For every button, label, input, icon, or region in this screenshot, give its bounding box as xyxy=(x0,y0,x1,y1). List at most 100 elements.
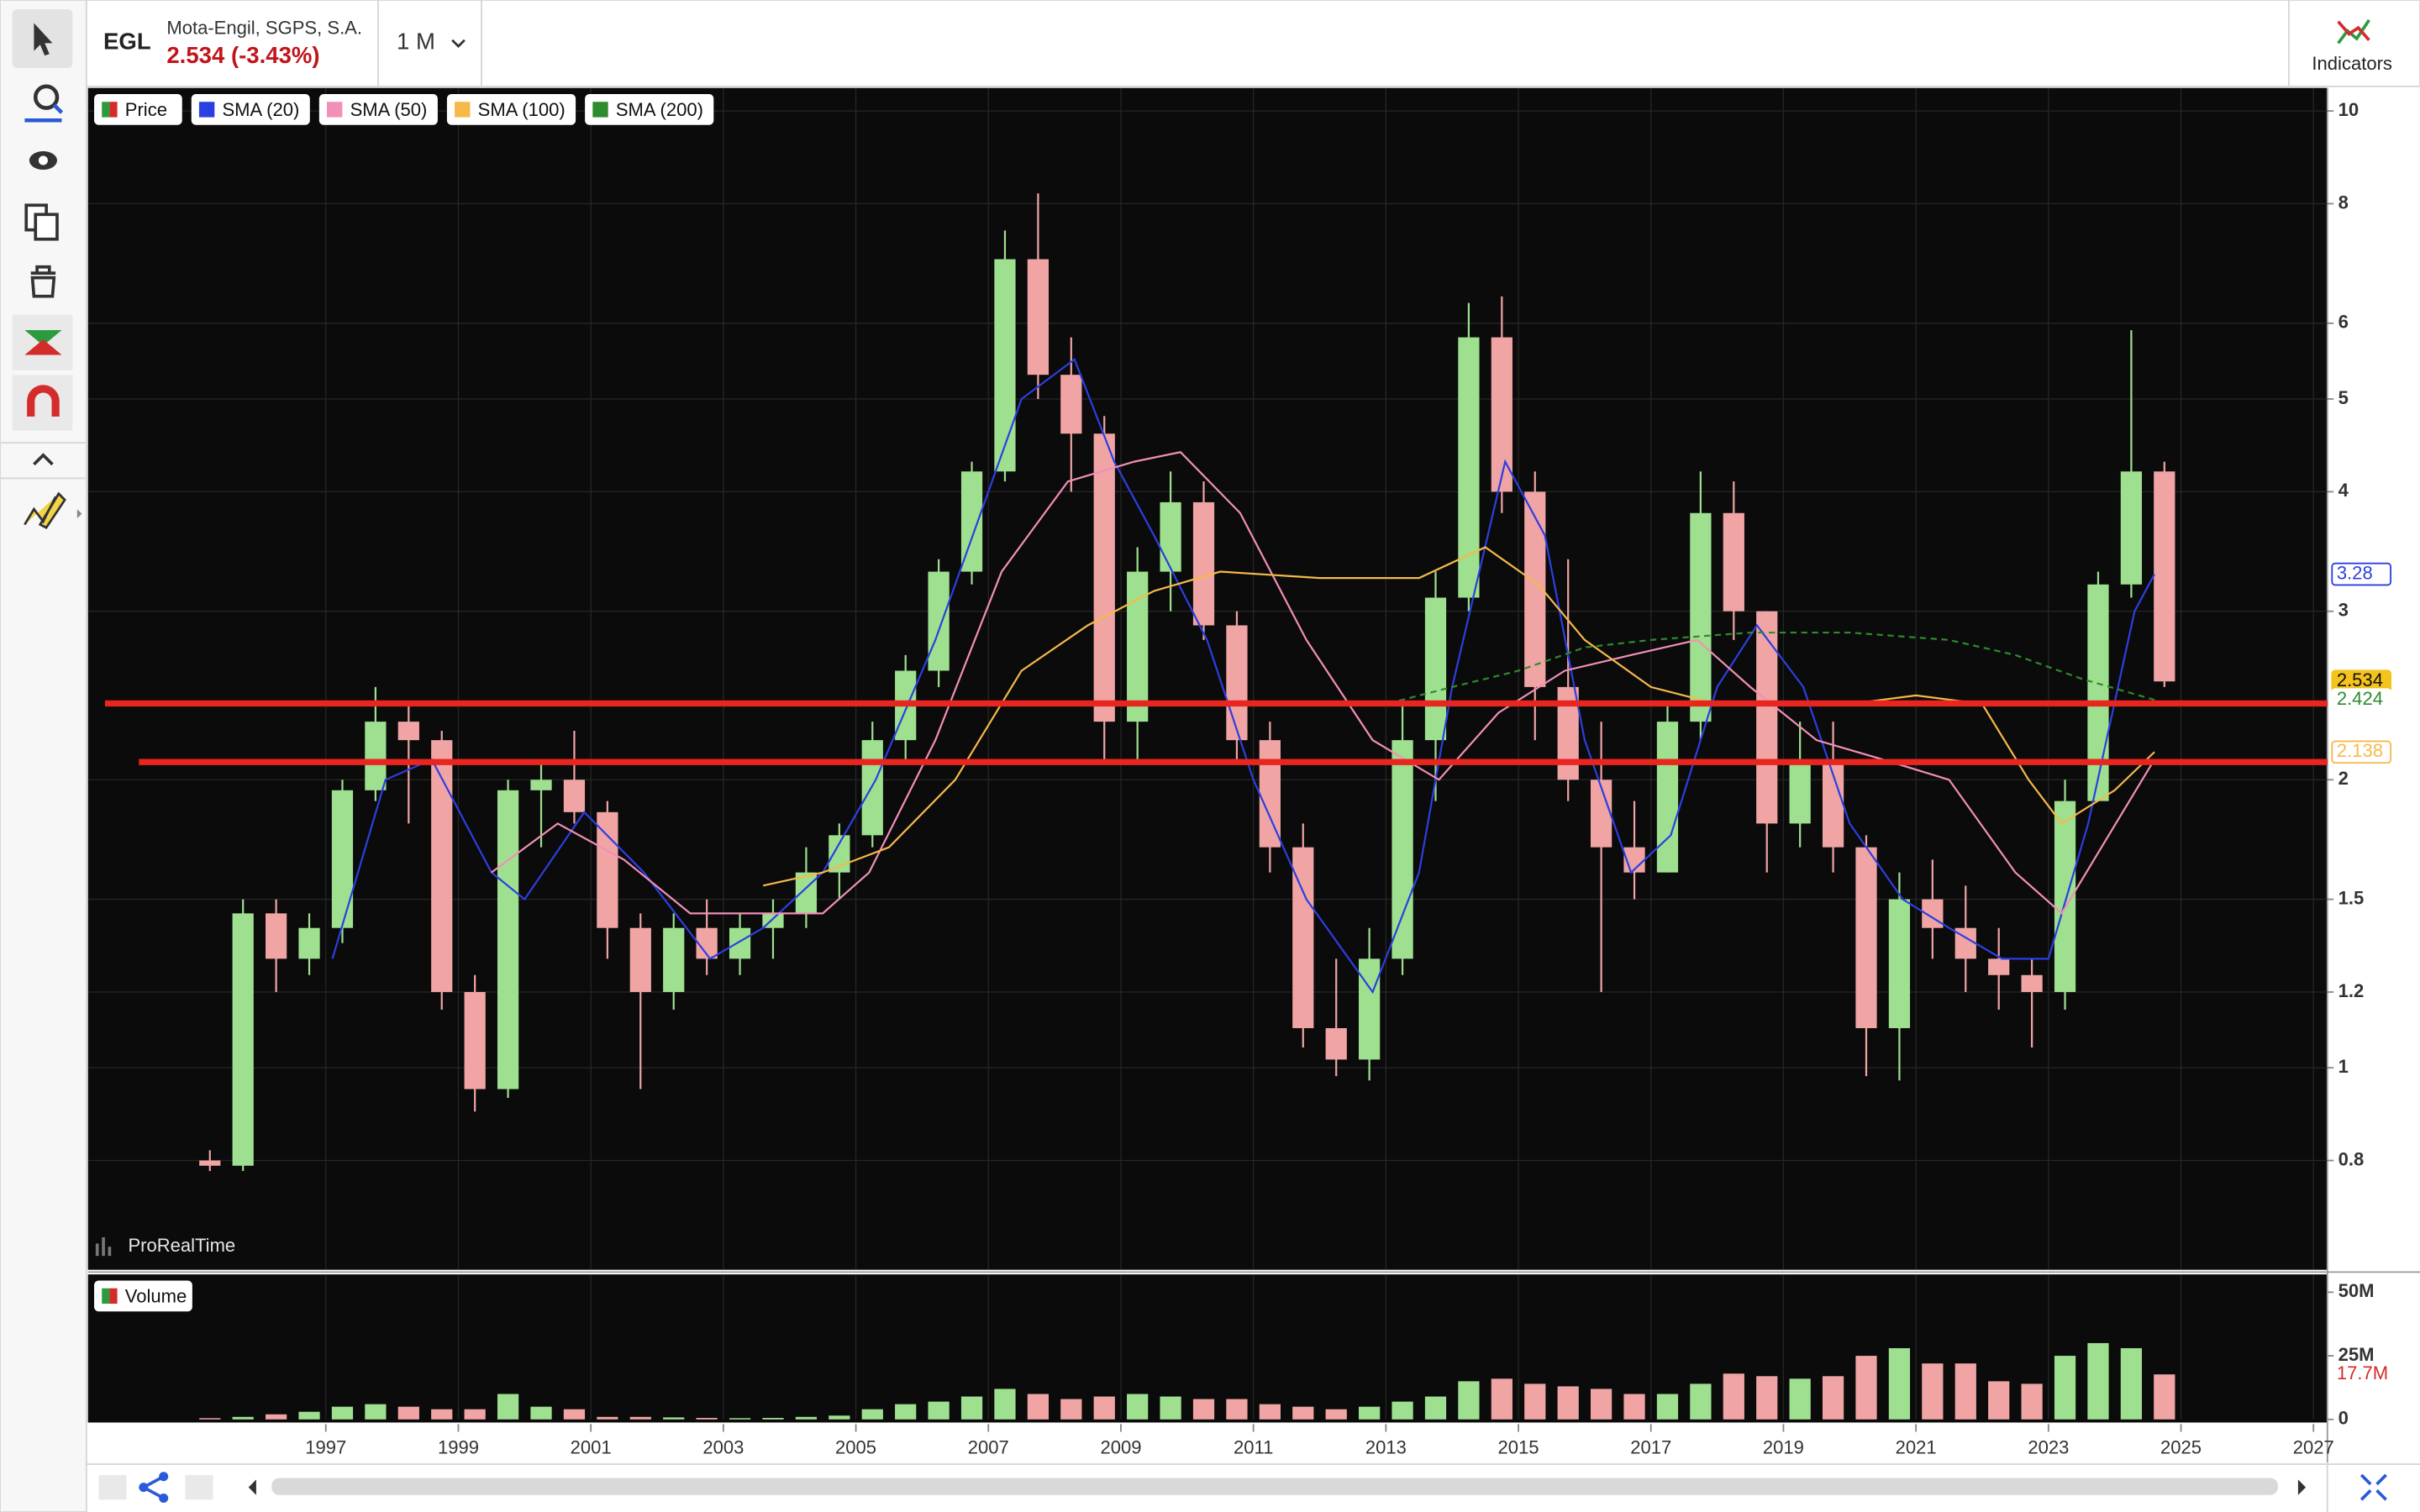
candle-body xyxy=(1027,259,1050,375)
volume-bar xyxy=(994,1389,1016,1420)
legend-item[interactable] xyxy=(318,94,438,125)
share-node xyxy=(159,1493,169,1503)
last-value-label: 2.534 xyxy=(2337,669,2383,690)
candle-body xyxy=(298,927,320,959)
scrollbar[interactable] xyxy=(271,1478,2279,1495)
candle-body xyxy=(795,872,818,914)
legend-label: SMA (50) xyxy=(350,99,428,120)
y-tick-label: 6 xyxy=(2338,312,2349,333)
legend-swatch xyxy=(327,102,343,118)
legend-swatch xyxy=(102,102,110,118)
last-value-label: 3.28 xyxy=(2337,562,2373,583)
volume-bar xyxy=(1458,1381,1480,1420)
y-tick-label: 10 xyxy=(2338,99,2360,120)
volume-bar xyxy=(1954,1363,1976,1420)
volume-bar xyxy=(1822,1376,1844,1420)
y-tick-label: 1 xyxy=(2338,1056,2349,1077)
drawing-more[interactable] xyxy=(76,509,82,519)
sma-line xyxy=(331,358,2155,995)
volume-bar xyxy=(266,1414,287,1420)
candle-body xyxy=(1259,740,1281,848)
x-tick-label: 2013 xyxy=(1365,1437,1407,1458)
legend-item[interactable] xyxy=(585,94,714,125)
candle-body xyxy=(1988,958,2010,975)
y-tick-label: 5 xyxy=(2338,387,2349,408)
volume-bar xyxy=(928,1401,950,1420)
volume-bar xyxy=(1259,1404,1281,1420)
legend-item[interactable] xyxy=(191,94,310,125)
volume-bar xyxy=(1557,1386,1579,1420)
volume-bar xyxy=(960,1396,983,1420)
legend-label: SMA (200) xyxy=(616,99,703,120)
legend-item[interactable] xyxy=(446,94,576,125)
volume-bar xyxy=(1127,1394,1149,1420)
candle-body xyxy=(663,927,685,992)
legend-item[interactable] xyxy=(94,1280,192,1312)
indicators-icon[interactable] xyxy=(2337,18,2370,45)
volume-bar xyxy=(431,1409,453,1420)
zoom-tool[interactable] xyxy=(33,84,60,110)
last-value-label: 2.138 xyxy=(2337,740,2383,761)
candle-body xyxy=(365,722,387,790)
last-value-box xyxy=(2331,740,2392,764)
y-tick-label: 3 xyxy=(2338,600,2349,621)
drawing-tool[interactable] xyxy=(24,491,66,529)
volume-bar xyxy=(1192,1399,1215,1420)
volume-bar xyxy=(2120,1347,2143,1420)
volume-bar xyxy=(1988,1381,2010,1420)
toolbar-bg xyxy=(0,0,87,1512)
x-tick-label: 2027 xyxy=(2293,1437,2334,1458)
y-tick-label: 4 xyxy=(2338,480,2349,501)
fullscreen-button[interactable] xyxy=(2360,1473,2387,1501)
share-node xyxy=(139,1483,149,1493)
quote: 2.534 (-3.43%) xyxy=(166,42,319,68)
candle-body xyxy=(1491,337,1512,492)
candle-body xyxy=(1226,625,1248,741)
copy-icon xyxy=(34,213,59,241)
volume-bar xyxy=(1789,1378,1811,1420)
delete-tool[interactable] xyxy=(30,265,56,298)
candle-body xyxy=(1690,512,1712,722)
candle-body xyxy=(266,913,287,959)
last-value-box xyxy=(2332,1363,2402,1386)
chart-type-icon-up xyxy=(24,330,62,346)
y-tick-label: 0 xyxy=(2338,1408,2349,1429)
candle-body xyxy=(1656,722,1679,873)
x-tick-label: 1997 xyxy=(305,1437,346,1458)
period-dropdown[interactable] xyxy=(451,39,466,49)
legend: Price SMA (20) SMA (50) SMA (100) SMA (200) V… xyxy=(94,94,714,1312)
scroll-left[interactable] xyxy=(248,1479,256,1495)
collapse-button[interactable] xyxy=(33,453,54,466)
candle-body xyxy=(994,259,1016,472)
top-bar: EGL Mota-Engil, SGPS, S.A. 2.534 (-3.43%… xyxy=(85,0,2420,87)
y-tick-label: 50M xyxy=(2338,1280,2375,1301)
indicators-button[interactable]: Indicators xyxy=(2312,53,2392,74)
volume-bar xyxy=(397,1406,419,1420)
legend-label: Price xyxy=(125,99,167,120)
x-tick-label: 2025 xyxy=(2160,1437,2202,1458)
volume-bar xyxy=(829,1415,850,1420)
volume-bar xyxy=(2021,1383,2043,1420)
volume-bar xyxy=(762,1417,784,1420)
candle-body xyxy=(530,780,552,790)
volume-bar xyxy=(2154,1374,2175,1420)
candle-body xyxy=(1392,740,1413,959)
legend-swatch xyxy=(102,1288,110,1305)
volume-bar xyxy=(696,1417,718,1420)
bottom-settings-button[interactable] xyxy=(185,1474,213,1500)
zoom-icon xyxy=(24,103,64,123)
period-selector[interactable]: 1 M xyxy=(397,29,435,55)
volume-bar xyxy=(232,1416,254,1420)
volume-bar xyxy=(497,1394,519,1420)
scroll-right[interactable] xyxy=(2297,1479,2307,1495)
volume-bar xyxy=(365,1404,387,1420)
volume-bar xyxy=(1325,1409,1347,1420)
volume-bar xyxy=(530,1406,552,1420)
magnet-tool[interactable] xyxy=(12,375,73,431)
volume-bar xyxy=(464,1409,486,1420)
symbol: EGL xyxy=(103,29,151,55)
bottom-chart-button[interactable] xyxy=(98,1474,127,1500)
candle-body xyxy=(960,471,983,572)
left-toolbar xyxy=(0,0,87,1512)
